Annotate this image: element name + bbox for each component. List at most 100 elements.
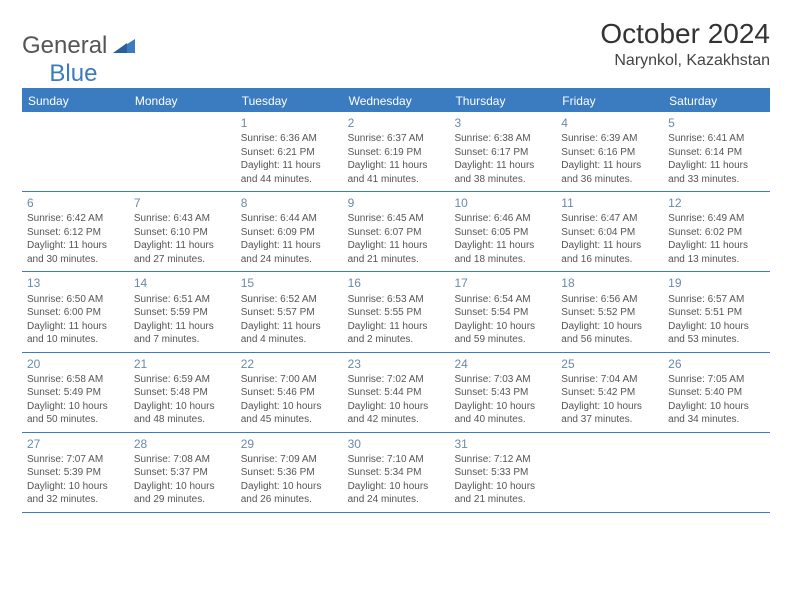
day-cell: 22Sunrise: 7:00 AMSunset: 5:46 PMDayligh… [236,353,343,432]
day-number: 26 [668,356,765,372]
daylight-text: Daylight: 10 hours and 42 minutes. [348,400,445,427]
sunrise-text: Sunrise: 6:51 AM [134,293,231,307]
sunset-text: Sunset: 6:00 PM [27,306,124,320]
day-number: 8 [241,195,338,211]
daylight-text: Daylight: 10 hours and 29 minutes. [134,480,231,507]
day-cell: 20Sunrise: 6:58 AMSunset: 5:49 PMDayligh… [22,353,129,432]
sunset-text: Sunset: 6:12 PM [27,226,124,240]
daylight-text: Daylight: 11 hours and 2 minutes. [348,320,445,347]
day-cell: 23Sunrise: 7:02 AMSunset: 5:44 PMDayligh… [343,353,450,432]
day-number: 15 [241,275,338,291]
sunset-text: Sunset: 5:39 PM [27,466,124,480]
day-number: 17 [454,275,551,291]
daylight-text: Daylight: 11 hours and 24 minutes. [241,239,338,266]
sunrise-text: Sunrise: 6:57 AM [668,293,765,307]
day-number: 28 [134,436,231,452]
sunrise-text: Sunrise: 6:46 AM [454,212,551,226]
day-number: 11 [561,195,658,211]
daylight-text: Daylight: 11 hours and 30 minutes. [27,239,124,266]
day-header-sun: Sunday [22,90,129,112]
sunrise-text: Sunrise: 6:45 AM [348,212,445,226]
daylight-text: Daylight: 10 hours and 53 minutes. [668,320,765,347]
day-number: 22 [241,356,338,372]
daylight-text: Daylight: 10 hours and 26 minutes. [241,480,338,507]
sunrise-text: Sunrise: 7:05 AM [668,373,765,387]
day-number: 1 [241,115,338,131]
sunset-text: Sunset: 5:40 PM [668,386,765,400]
day-number: 12 [668,195,765,211]
day-number: 19 [668,275,765,291]
sunset-text: Sunset: 6:21 PM [241,146,338,160]
day-number: 13 [27,275,124,291]
day-cell: 11Sunrise: 6:47 AMSunset: 6:04 PMDayligh… [556,192,663,271]
sunset-text: Sunset: 5:51 PM [668,306,765,320]
day-number: 31 [454,436,551,452]
day-cell: 28Sunrise: 7:08 AMSunset: 5:37 PMDayligh… [129,433,236,512]
sunset-text: Sunset: 5:49 PM [27,386,124,400]
day-cell: 10Sunrise: 6:46 AMSunset: 6:05 PMDayligh… [449,192,556,271]
day-cell: 13Sunrise: 6:50 AMSunset: 6:00 PMDayligh… [22,272,129,351]
day-cell: 6Sunrise: 6:42 AMSunset: 6:12 PMDaylight… [22,192,129,271]
day-cell: 30Sunrise: 7:10 AMSunset: 5:34 PMDayligh… [343,433,450,512]
day-number: 29 [241,436,338,452]
calendar: Sunday Monday Tuesday Wednesday Thursday… [22,88,770,513]
sunrise-text: Sunrise: 7:03 AM [454,373,551,387]
sunrise-text: Sunrise: 6:58 AM [27,373,124,387]
sunset-text: Sunset: 5:34 PM [348,466,445,480]
day-cell: 18Sunrise: 6:56 AMSunset: 5:52 PMDayligh… [556,272,663,351]
day-number: 7 [134,195,231,211]
day-cell: 31Sunrise: 7:12 AMSunset: 5:33 PMDayligh… [449,433,556,512]
daylight-text: Daylight: 11 hours and 38 minutes. [454,159,551,186]
daylight-text: Daylight: 10 hours and 34 minutes. [668,400,765,427]
daylight-text: Daylight: 10 hours and 59 minutes. [454,320,551,347]
sunset-text: Sunset: 6:17 PM [454,146,551,160]
day-cell: 15Sunrise: 6:52 AMSunset: 5:57 PMDayligh… [236,272,343,351]
sunset-text: Sunset: 5:36 PM [241,466,338,480]
header: General Blue October 2024 Narynkol, Kaza… [22,18,770,74]
sunrise-text: Sunrise: 7:09 AM [241,453,338,467]
daylight-text: Daylight: 11 hours and 7 minutes. [134,320,231,347]
sunset-text: Sunset: 6:09 PM [241,226,338,240]
sunrise-text: Sunrise: 6:59 AM [134,373,231,387]
day-number: 6 [27,195,124,211]
day-cell [22,112,129,191]
sunrise-text: Sunrise: 6:37 AM [348,132,445,146]
daylight-text: Daylight: 11 hours and 4 minutes. [241,320,338,347]
day-cell: 19 Sunrise: 6:57 AMSunset: 5:51 PMDayligh… [663,272,770,351]
page-title: October 2024 [600,18,770,50]
sunrise-text: Sunrise: 6:53 AM [348,293,445,307]
sunrise-text: Sunrise: 6:52 AM [241,293,338,307]
sunset-text: Sunset: 5:33 PM [454,466,551,480]
sunrise-text: Sunrise: 6:41 AM [668,132,765,146]
logo-text-gray: General [22,32,107,60]
daylight-text: Daylight: 11 hours and 27 minutes. [134,239,231,266]
daylight-text: Daylight: 11 hours and 18 minutes. [454,239,551,266]
daylight-text: Daylight: 10 hours and 45 minutes. [241,400,338,427]
day-number: 23 [348,356,445,372]
day-cell: 8Sunrise: 6:44 AMSunset: 6:09 PMDaylight… [236,192,343,271]
sunset-text: Sunset: 5:48 PM [134,386,231,400]
daylight-text: Daylight: 11 hours and 10 minutes. [27,320,124,347]
day-number: 9 [348,195,445,211]
sunrise-text: Sunrise: 7:08 AM [134,453,231,467]
week-row: 1Sunrise: 6:36 AMSunset: 6:21 PMDaylight… [22,112,770,192]
day-cell: 21Sunrise: 6:59 AMSunset: 5:48 PMDayligh… [129,353,236,432]
sunset-text: Sunset: 5:44 PM [348,386,445,400]
sunrise-text: Sunrise: 6:42 AM [27,212,124,226]
day-cell: 25Sunrise: 7:04 AMSunset: 5:42 PMDayligh… [556,353,663,432]
daylight-text: Daylight: 11 hours and 21 minutes. [348,239,445,266]
day-cell: 2Sunrise: 6:37 AMSunset: 6:19 PMDaylight… [343,112,450,191]
day-number: 18 [561,275,658,291]
daylight-text: Daylight: 11 hours and 33 minutes. [668,159,765,186]
sunrise-text: Sunrise: 6:44 AM [241,212,338,226]
weeks-container: 1Sunrise: 6:36 AMSunset: 6:21 PMDaylight… [22,112,770,513]
day-cell: 27Sunrise: 7:07 AMSunset: 5:39 PMDayligh… [22,433,129,512]
day-header-row: Sunday Monday Tuesday Wednesday Thursday… [22,90,770,112]
day-header-fri: Friday [556,90,663,112]
daylight-text: Daylight: 11 hours and 13 minutes. [668,239,765,266]
daylight-text: Daylight: 10 hours and 24 minutes. [348,480,445,507]
day-cell [663,433,770,512]
sunset-text: Sunset: 5:42 PM [561,386,658,400]
title-block: October 2024 Narynkol, Kazakhstan [600,18,770,70]
day-number: 25 [561,356,658,372]
